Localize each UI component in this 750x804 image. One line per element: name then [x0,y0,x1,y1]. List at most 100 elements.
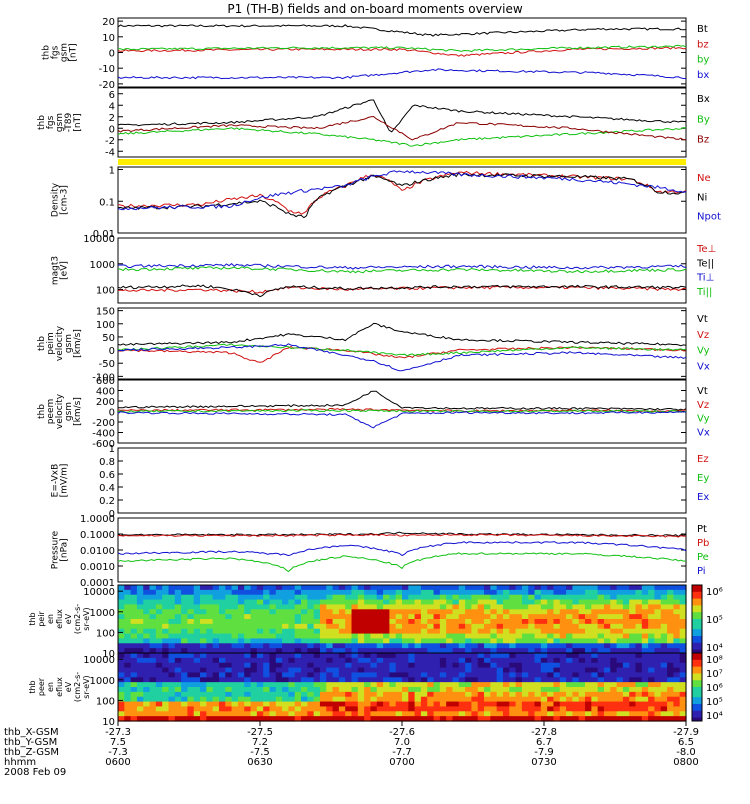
spectrogram-cell [420,628,428,635]
spectrogram-cell [610,653,618,659]
spectrogram-cell [515,696,523,703]
spectrogram-cell [193,619,201,625]
colorbar-cell [692,598,702,603]
spectrogram-cell [389,609,397,615]
spectrogram-cell [319,701,327,708]
spectrogram-cell [641,594,649,601]
spectrogram-cell [250,643,258,649]
spectrogram-cell [301,706,308,712]
spectrogram-cell [181,657,189,664]
spectrogram-cell [528,633,536,640]
spectrogram-cell [263,594,271,601]
spectrogram-cell [515,585,523,591]
spectrogram-cell [572,614,580,620]
spectrogram-cell [458,667,466,674]
spectrogram-cell [591,619,599,625]
y-axis-label: peim [46,332,56,355]
spectrogram-cell [521,614,529,620]
spectrogram-cell [130,585,138,591]
spectrogram-cell [395,657,403,664]
spectrogram-cell [200,682,207,688]
spectrogram-cell [282,657,289,664]
spectrogram-cell [484,711,491,717]
spectrogram-cell [376,706,384,712]
spectrogram-cell [559,657,567,664]
colorbar-cell [692,666,702,671]
spectrogram-cell [465,628,473,635]
spectrogram-cell [502,677,510,683]
spectrogram-cell [218,599,226,606]
spectrogram-cell [484,643,491,649]
y-axis-label: [km/s] [73,329,83,358]
spectrogram-cell [294,619,302,625]
spectrogram-cell [471,614,479,620]
spectrogram-cell [408,706,416,712]
spectrogram-cell [420,682,428,688]
colorbar-tick-label: 10⁸ [706,655,723,666]
spectrogram-cell [225,623,233,630]
spectrogram-cell [282,643,289,649]
spectrogram-cell [654,706,662,712]
spectrogram-cell [553,623,561,630]
spectrogram-cell [345,594,353,601]
spectrogram-cell [547,706,555,712]
spectrogram-cell [559,701,567,708]
spectrogram-cell [446,667,454,674]
spectrogram-cell [212,633,220,640]
spectrogram-cell [452,691,460,698]
spectrogram-cell [433,628,441,635]
spectrogram-cell [282,706,289,712]
spectrogram-cell [200,657,207,664]
spectrogram-cell [376,687,384,693]
spectrogram-cell [433,619,441,625]
spectrogram-cell [118,711,125,717]
spectrogram-cell [496,706,504,712]
spectrogram-cell [402,672,409,678]
spectrogram-cell [319,643,327,649]
spectrogram-cell [136,628,144,635]
spectrogram-cell [193,614,201,620]
spectrogram-cell [212,657,220,664]
spectrogram-cell [389,706,397,712]
spectrogram-cell [168,691,176,698]
spectrogram-cell [124,711,132,717]
spectrogram-cell [458,585,466,591]
spectrogram-cell [376,716,384,722]
spectrogram-cell [174,599,182,606]
spectrogram-cell [383,638,390,644]
spectrogram-cell [490,619,498,625]
spectrogram-cell [591,599,599,606]
spectrogram-cell [212,623,220,630]
spectrogram-cell [181,696,189,703]
spectrogram-cell [263,614,271,620]
spectrogram-cell [515,701,523,708]
spectrogram-cell [244,662,252,669]
spectrogram-cell [452,648,460,654]
spectrogram-cell [275,657,283,664]
x-tick-label: -27.5 [247,727,273,738]
spectrogram-cell [502,716,510,722]
spectrogram-cell [332,662,340,669]
spectrogram-cell [143,653,151,659]
spectrogram-cell [313,614,321,620]
spectrogram-cell [635,614,643,620]
spectrogram-cell [155,589,163,596]
spectrogram-cell [578,648,586,654]
spectrogram-cell [439,682,447,688]
x-axis-row-label: 2008 Feb 09 [4,767,66,778]
spectrogram-cell [212,648,220,654]
spectrogram-cell [212,589,220,596]
spectrogram-cell [389,662,397,669]
spectrogram-cell [585,648,592,654]
y-tick-label: 10000 [83,655,115,666]
spectrogram-cell [591,604,599,610]
spectrogram-cell [566,609,573,615]
spectrogram-cell [660,662,668,669]
spectrogram-cell [130,633,138,640]
y-tick-label: 100 [96,628,115,639]
spectrogram-cell [181,585,189,591]
legend-label: Bz [697,135,709,146]
spectrogram-cell [458,691,466,698]
spectrogram-cell [212,672,220,678]
spectrogram-cell [231,691,239,698]
